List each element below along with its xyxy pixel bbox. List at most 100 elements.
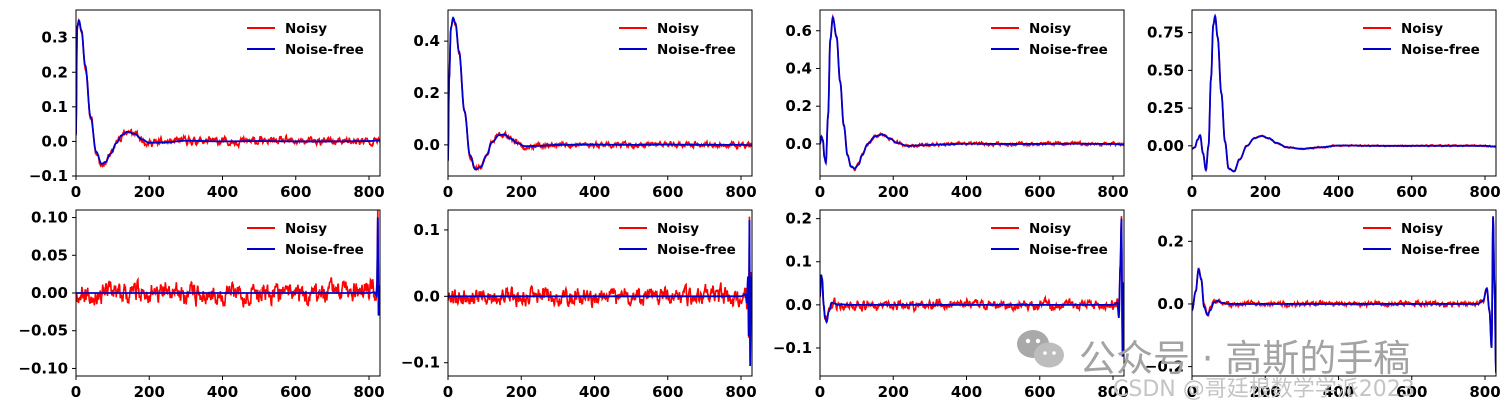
y-tick-label: −0.1 bbox=[401, 354, 440, 372]
x-tick-label: 200 bbox=[506, 383, 537, 401]
y-tick-label: 0.0 bbox=[413, 287, 440, 305]
subplot-6: 0 200 400 600 800 −0.1 0.0 0.1 Noisy Noise-free bbox=[401, 209, 757, 401]
series-noise-free-line bbox=[1192, 216, 1496, 373]
x-tick-label: 600 bbox=[1396, 183, 1427, 201]
y-tick-label: 0.2 bbox=[785, 210, 812, 228]
x-tick-label: 0 bbox=[1187, 383, 1197, 401]
x-tick-label: 200 bbox=[1250, 383, 1281, 401]
y-tick-label: 0.6 bbox=[785, 22, 812, 40]
plot-frame bbox=[1191, 9, 1497, 177]
legend: Noisy Noise-free bbox=[247, 221, 364, 258]
series-noise-free-line bbox=[820, 15, 1124, 170]
legend: Noisy Noise-free bbox=[619, 221, 736, 258]
x-tick-label: 400 bbox=[1323, 383, 1354, 401]
subplot-3: 0 200 400 600 800 0.0 0.2 0.4 0.6 Noisy Noise-free bbox=[785, 9, 1129, 201]
x-tick-label: 0 bbox=[443, 183, 453, 201]
x-tick-label: 400 bbox=[579, 383, 610, 401]
x-tick-label: 0 bbox=[815, 183, 825, 201]
legend: Noisy Noise-free bbox=[1363, 221, 1480, 258]
series-noise-free-line bbox=[76, 217, 380, 316]
legend-label-noisy: Noisy bbox=[1401, 221, 1443, 237]
wechat-logo-icon bbox=[1017, 330, 1064, 368]
y-tick-label: −0.2 bbox=[1145, 358, 1184, 376]
series-noisy-line bbox=[76, 210, 380, 308]
y-tick-label: 0.0 bbox=[785, 135, 812, 153]
y-tick-label: 0.1 bbox=[785, 253, 812, 271]
x-tick-label: 200 bbox=[878, 383, 909, 401]
x-tick-label: 600 bbox=[1024, 183, 1055, 201]
y-tick-label: 0.0 bbox=[413, 136, 440, 154]
series-noise-free-line bbox=[1192, 13, 1496, 173]
series-noise-free-line bbox=[448, 16, 752, 171]
series-noisy-line bbox=[1192, 14, 1496, 173]
legend: Noisy Noise-free bbox=[991, 21, 1108, 58]
x-tick-label: 200 bbox=[506, 183, 537, 201]
y-tick-label: 0.3 bbox=[41, 29, 68, 47]
series-noisy-line bbox=[448, 216, 752, 361]
x-tick-label: 800 bbox=[1097, 383, 1128, 401]
y-tick-label: 0.00 bbox=[1147, 137, 1184, 155]
x-tick-label: 800 bbox=[1097, 183, 1128, 201]
series-noise-free-line bbox=[448, 219, 752, 367]
x-tick-label: 200 bbox=[134, 183, 165, 201]
series-noisy-line bbox=[76, 17, 380, 169]
plot-frame bbox=[447, 9, 753, 177]
legend-label-noise-free: Noise-free bbox=[1029, 242, 1108, 258]
x-tick-label: 0 bbox=[443, 383, 453, 401]
legend: Noisy Noise-free bbox=[619, 21, 736, 58]
x-tick-label: 400 bbox=[951, 183, 982, 201]
legend-label-noise-free: Noise-free bbox=[657, 242, 736, 258]
y-tick-label: 0.00 bbox=[31, 284, 68, 302]
x-tick-label: 0 bbox=[71, 183, 81, 201]
plot-frame bbox=[447, 209, 753, 377]
y-tick-label: 0.0 bbox=[1157, 295, 1184, 313]
subplot-7: 0 200 400 600 800 −0.1 0.0 0.1 0.2 Noisy Noise-fre… bbox=[773, 209, 1129, 401]
x-tick-label: 600 bbox=[280, 383, 311, 401]
legend-label-noisy: Noisy bbox=[657, 221, 699, 237]
x-tick-label: 200 bbox=[1250, 183, 1281, 201]
legend-label-noisy: Noisy bbox=[1401, 21, 1443, 37]
x-tick-label: 0 bbox=[1187, 183, 1197, 201]
legend-label-noisy: Noisy bbox=[1029, 21, 1071, 37]
legend-label-noisy: Noisy bbox=[1029, 221, 1071, 237]
legend-label-noisy: Noisy bbox=[285, 221, 327, 237]
y-tick-label: 0.0 bbox=[785, 296, 812, 314]
series-noise-free-line bbox=[76, 18, 380, 165]
legend: Noisy Noise-free bbox=[1363, 21, 1480, 58]
y-tick-label: −0.1 bbox=[29, 167, 68, 185]
x-tick-label: 400 bbox=[1323, 183, 1354, 201]
y-tick-label: 0.50 bbox=[1147, 61, 1184, 79]
y-tick-label: 0.2 bbox=[1157, 232, 1184, 250]
legend-label-noise-free: Noise-free bbox=[1401, 42, 1480, 58]
subplot-4: 0 200 400 600 800 0.00 0.25 0.50 0.75 Noisy Noise-… bbox=[1147, 9, 1501, 201]
legend-label-noise-free: Noise-free bbox=[1029, 42, 1108, 58]
subplot-8: 0 200 400 600 800 −0.2 0.0 0.2 Noisy Noise-free bbox=[1145, 209, 1501, 401]
legend-label-noise-free: Noise-free bbox=[285, 42, 364, 58]
x-tick-label: 600 bbox=[652, 383, 683, 401]
y-tick-label: 0.4 bbox=[785, 59, 812, 77]
x-tick-label: 400 bbox=[579, 183, 610, 201]
y-tick-label: 0.10 bbox=[31, 209, 68, 227]
watermark-sub-text: CSDN @哥廷根数学学派2023 bbox=[1113, 377, 1415, 402]
y-tick-label: 0.05 bbox=[31, 246, 68, 264]
y-tick-label: 0.2 bbox=[785, 97, 812, 115]
x-tick-label: 400 bbox=[207, 183, 238, 201]
y-tick-label: 0.75 bbox=[1147, 24, 1184, 42]
x-tick-label: 600 bbox=[652, 183, 683, 201]
x-tick-label: 400 bbox=[951, 383, 982, 401]
legend-label-noisy: Noisy bbox=[657, 21, 699, 37]
legend-label-noise-free: Noise-free bbox=[1401, 242, 1480, 258]
subplot-5: 0 200 400 600 800 −0.10 −0.05 0.00 0.05 0.10 Noisy… bbox=[18, 209, 384, 401]
legend: Noisy Noise-free bbox=[247, 21, 364, 58]
watermark-main-text: 公众号 · 高斯的手稿 bbox=[1079, 337, 1411, 380]
x-tick-label: 800 bbox=[1469, 383, 1500, 401]
plot-frame bbox=[75, 9, 381, 177]
x-tick-label: 200 bbox=[134, 383, 165, 401]
watermark: 公众号 · 高斯的手稿 CSDN @哥廷根数学学派2023 bbox=[1005, 326, 1511, 411]
x-tick-label: 600 bbox=[1024, 383, 1055, 401]
x-tick-label: 800 bbox=[1469, 183, 1500, 201]
x-tick-label: 0 bbox=[815, 383, 825, 401]
x-tick-label: 800 bbox=[353, 383, 384, 401]
y-tick-label: 0.25 bbox=[1147, 99, 1184, 117]
